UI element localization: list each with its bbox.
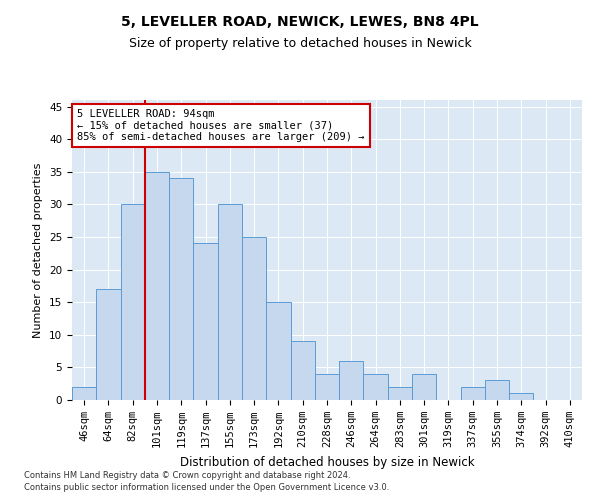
Bar xyxy=(218,204,242,400)
Bar xyxy=(412,374,436,400)
Bar xyxy=(145,172,169,400)
Bar xyxy=(485,380,509,400)
Bar xyxy=(242,237,266,400)
Text: Size of property relative to detached houses in Newick: Size of property relative to detached ho… xyxy=(128,38,472,51)
Bar xyxy=(290,342,315,400)
Bar xyxy=(509,394,533,400)
Text: 5 LEVELLER ROAD: 94sqm
← 15% of detached houses are smaller (37)
85% of semi-det: 5 LEVELLER ROAD: 94sqm ← 15% of detached… xyxy=(77,109,365,142)
Y-axis label: Number of detached properties: Number of detached properties xyxy=(34,162,43,338)
Bar xyxy=(169,178,193,400)
Bar xyxy=(72,387,96,400)
Bar xyxy=(96,289,121,400)
Bar xyxy=(266,302,290,400)
Bar xyxy=(388,387,412,400)
Bar xyxy=(339,361,364,400)
Bar xyxy=(461,387,485,400)
Text: Contains public sector information licensed under the Open Government Licence v3: Contains public sector information licen… xyxy=(24,483,389,492)
Text: 5, LEVELLER ROAD, NEWICK, LEWES, BN8 4PL: 5, LEVELLER ROAD, NEWICK, LEWES, BN8 4PL xyxy=(121,15,479,29)
Bar xyxy=(193,244,218,400)
Bar xyxy=(364,374,388,400)
Bar xyxy=(121,204,145,400)
Text: Contains HM Land Registry data © Crown copyright and database right 2024.: Contains HM Land Registry data © Crown c… xyxy=(24,470,350,480)
Bar xyxy=(315,374,339,400)
X-axis label: Distribution of detached houses by size in Newick: Distribution of detached houses by size … xyxy=(179,456,475,468)
